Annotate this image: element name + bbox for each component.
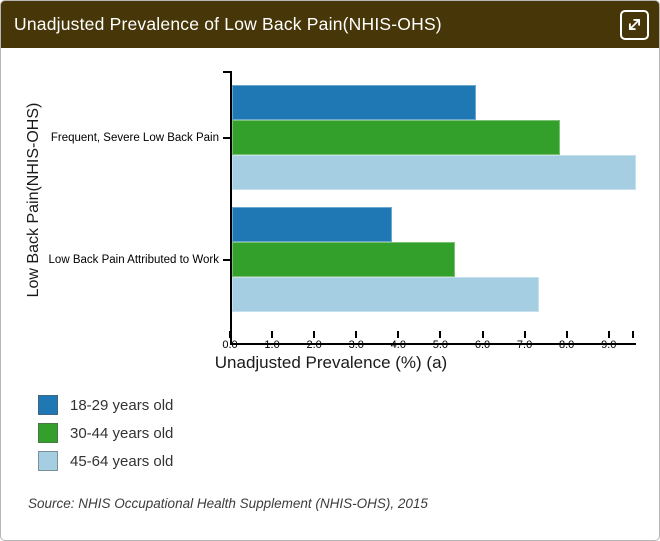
bar bbox=[232, 155, 636, 190]
y-axis-title: Low Back Pain(NHIS-OHS) bbox=[25, 102, 42, 298]
legend-item: 18-29 years old bbox=[38, 395, 173, 415]
x-tick-label: 8.0 bbox=[559, 339, 575, 351]
legend-swatch bbox=[38, 423, 58, 443]
legend-swatch bbox=[38, 395, 58, 415]
legend: 18-29 years old 30-44 years old 45-64 year… bbox=[38, 395, 173, 471]
x-axis-tick bbox=[523, 331, 526, 338]
chart-header: Unadjusted Prevalence of Low Back Pain(N… bbox=[1, 1, 659, 48]
x-tick-label: 3.0 bbox=[348, 339, 364, 351]
bar bbox=[232, 242, 456, 277]
bar-group bbox=[232, 85, 636, 190]
x-axis-tick bbox=[397, 331, 400, 338]
bar bbox=[232, 277, 540, 312]
x-axis-tick bbox=[313, 331, 316, 338]
plot-area bbox=[230, 71, 636, 345]
x-axis-tick bbox=[355, 331, 358, 338]
x-axis-title: Unadjusted Prevalence (%) (a) bbox=[214, 353, 448, 372]
x-axis-tick bbox=[439, 331, 442, 338]
x-tick-label: 6.0 bbox=[474, 339, 491, 351]
x-tick-label: 2.0 bbox=[306, 339, 322, 351]
expand-button[interactable] bbox=[620, 9, 649, 40]
x-tick-label: 7.0 bbox=[516, 339, 533, 351]
x-axis-end-tick bbox=[632, 331, 634, 338]
legend-label: 30-44 years old bbox=[70, 424, 174, 442]
bar bbox=[232, 85, 477, 120]
x-tick-label: 0.0 bbox=[222, 339, 238, 351]
x-axis-tick bbox=[271, 331, 274, 338]
legend-label: 18-29 years old bbox=[70, 396, 174, 414]
bar bbox=[232, 120, 561, 155]
x-axis-tick bbox=[481, 331, 484, 338]
x-tick-label: 4.0 bbox=[390, 339, 406, 351]
category-label: Low Back Pain Attributed to Work bbox=[48, 253, 219, 266]
legend-item: 30-44 years old bbox=[38, 423, 173, 443]
x-axis-tick bbox=[565, 331, 568, 338]
category-label: Frequent, Severe Low Back Pain bbox=[50, 131, 219, 144]
bar bbox=[232, 207, 392, 242]
expand-icon bbox=[628, 18, 641, 31]
x-tick-label: 5.0 bbox=[432, 339, 449, 351]
legend-swatch bbox=[38, 451, 58, 471]
chart-title: Unadjusted Prevalence of Low Back Pain(N… bbox=[14, 14, 442, 34]
x-tick-label: 9.0 bbox=[601, 339, 617, 351]
y-axis-tick bbox=[223, 136, 230, 139]
legend-label: 45-64 years old bbox=[70, 452, 174, 470]
x-axis-tick bbox=[607, 331, 610, 338]
y-axis-end-tick bbox=[223, 71, 230, 73]
x-axis-tick bbox=[229, 331, 231, 338]
bar-group bbox=[232, 207, 636, 312]
source-note: Source: NHIS Occupational Health Supplem… bbox=[28, 496, 428, 511]
y-axis-tick bbox=[223, 258, 230, 261]
legend-item: 45-64 years old bbox=[38, 451, 173, 471]
x-tick-label: 1.0 bbox=[264, 339, 280, 351]
